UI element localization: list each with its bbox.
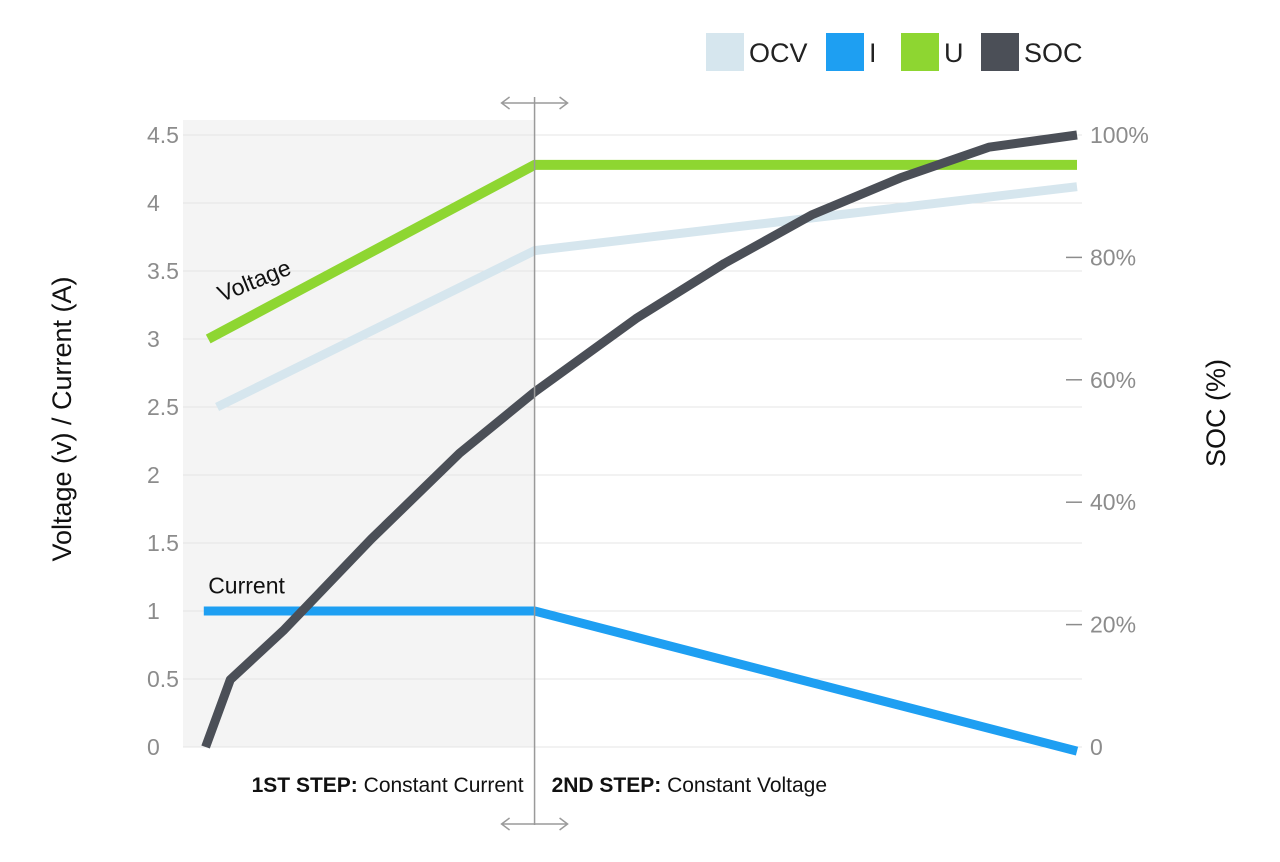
legend-label-i: I	[869, 38, 877, 68]
left-tick-label: 1	[147, 598, 160, 624]
divider-arrow-left-head-1	[500, 817, 511, 831]
right-tick-label: 100%	[1090, 122, 1149, 148]
left-tick-label: 3	[147, 326, 160, 352]
legend-swatch-i	[826, 33, 864, 71]
right-tick-label: 0	[1090, 734, 1103, 760]
right-tick-label: 60%	[1090, 367, 1136, 393]
y2-axis-title: SOC (%)	[1201, 359, 1231, 467]
left-tick-label: 4	[147, 190, 160, 216]
legend-swatch-ocv	[706, 33, 744, 71]
step-1-text: Constant Current	[358, 774, 524, 797]
right-tick-label: 20%	[1090, 612, 1136, 638]
step-1-bold: 1ST STEP:	[252, 774, 358, 797]
legend-label-u: U	[944, 38, 964, 68]
divider-arrow-left-head-0	[500, 96, 511, 110]
step-2-bold: 2ND STEP:	[552, 774, 662, 797]
left-tick-label: 2	[147, 462, 160, 488]
series-line-soc	[201, 130, 1078, 749]
legend-label-ocv: OCV	[749, 38, 808, 68]
left-tick-label: 0.5	[147, 666, 179, 692]
divider-arrow-right-head-1	[559, 817, 569, 831]
y-axis-title: Voltage (v) / Current (A)	[47, 276, 77, 561]
legend-swatch-u	[901, 33, 939, 71]
shaded-region-group	[183, 120, 535, 747]
ticks-group: 0 0.5 1 1.5 2 2.5 3 3.5 4 4.5 0 20% 40% 60% 80% 100%	[147, 122, 1149, 760]
legend-group: OCV I U SOC	[706, 33, 1083, 71]
left-tick-label: 1.5	[147, 530, 179, 556]
right-tick-label: 80%	[1090, 244, 1136, 270]
left-tick-label: 0	[147, 734, 160, 760]
series-annotation-current-label: Current	[208, 572, 285, 598]
legend-label-soc: SOC	[1024, 38, 1083, 68]
right-tick-label: 40%	[1090, 489, 1136, 515]
left-tick-label: 3.5	[147, 258, 179, 284]
step-2-label: 2ND STEP: Constant Voltage	[552, 774, 827, 797]
step-2-text: Constant Voltage	[661, 774, 827, 797]
legend-swatch-soc	[981, 33, 1019, 71]
divider-group	[500, 96, 569, 831]
left-tick-label: 4.5	[147, 122, 179, 148]
step-1-label: 1ST STEP: Constant Current	[252, 774, 524, 797]
divider-arrow-right-head-0	[559, 96, 569, 110]
constant-current-shade	[183, 120, 535, 747]
left-tick-label: 2.5	[147, 394, 179, 420]
